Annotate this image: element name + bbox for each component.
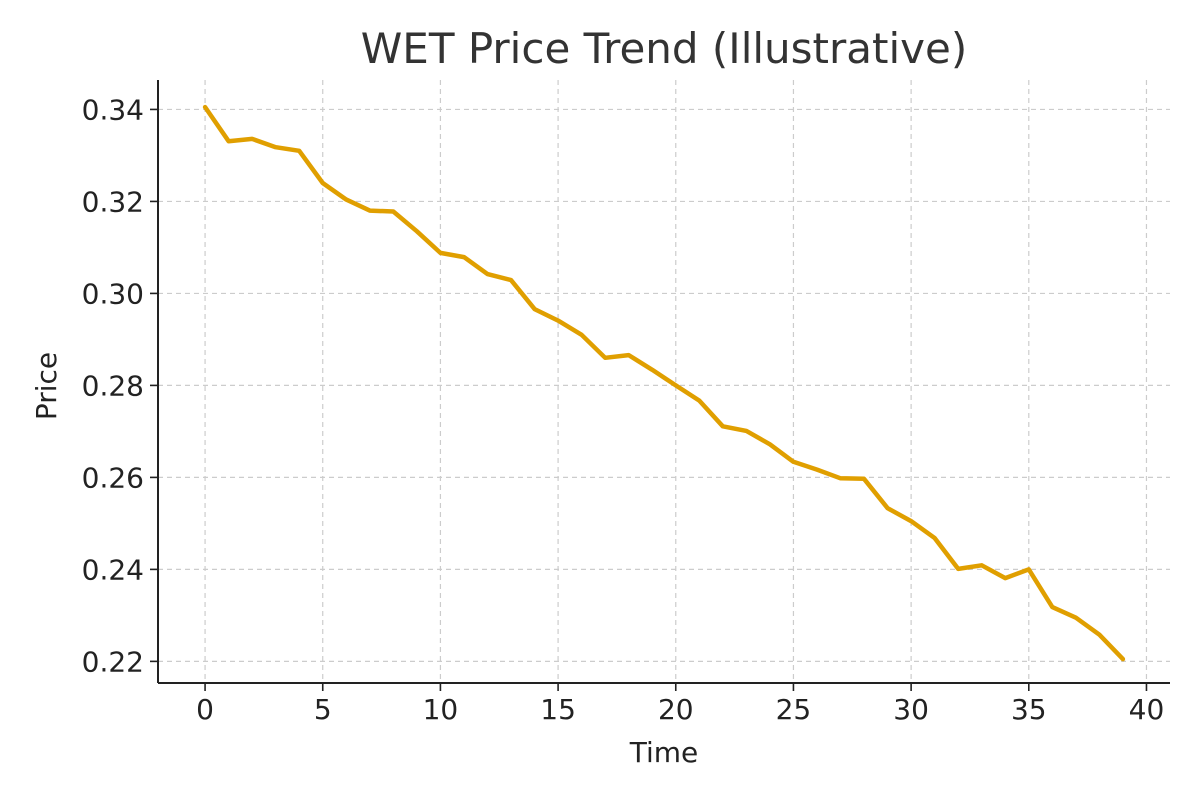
y-ticks: 0.22 0.24 0.26 0.28 0.30 0.32 0.34 [82, 93, 158, 678]
series-line [202, 104, 1126, 662]
grid-lines [158, 80, 1170, 683]
y-tick-label: 0.26 [82, 461, 144, 494]
y-tick-label: 0.22 [82, 645, 144, 678]
x-ticks: 0 5 10 15 20 25 30 35 40 [196, 683, 1164, 726]
x-tick-label: 5 [314, 693, 332, 726]
y-axis-title: Price [30, 352, 63, 420]
x-tick-label: 0 [196, 693, 214, 726]
y-tick-label: 0.34 [82, 93, 144, 126]
x-tick-label: 30 [893, 693, 929, 726]
x-tick-label: 25 [776, 693, 812, 726]
x-tick-label: 15 [540, 693, 576, 726]
x-axis-title: Time [629, 736, 699, 769]
x-tick-label: 10 [423, 693, 459, 726]
y-tick-label: 0.30 [82, 277, 144, 310]
chart-title: WET Price Trend (Illustrative) [361, 24, 967, 73]
x-tick-label: 40 [1129, 693, 1165, 726]
x-tick-label: 20 [658, 693, 694, 726]
y-tick-label: 0.28 [82, 369, 144, 402]
y-tick-label: 0.32 [82, 185, 144, 218]
y-tick-label: 0.24 [82, 553, 144, 586]
axes [157, 80, 1170, 684]
series-layer [202, 104, 1126, 662]
x-tick-label: 35 [1011, 693, 1047, 726]
